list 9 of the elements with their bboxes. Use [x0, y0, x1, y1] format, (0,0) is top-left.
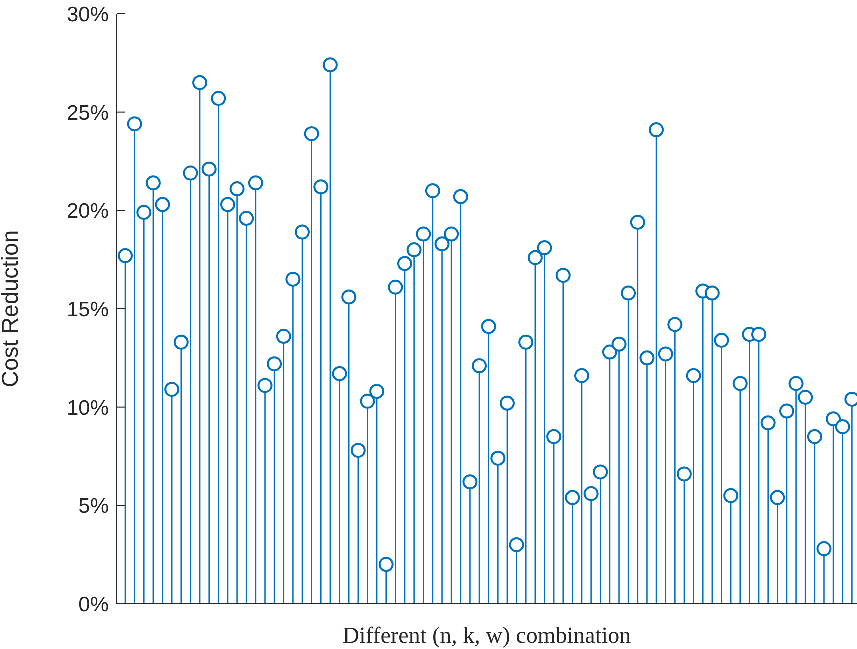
y-tick-label: 0% — [78, 593, 109, 616]
y-axis-title: Cost Reduction — [0, 230, 24, 388]
y-tick-label: 10% — [66, 396, 109, 420]
y-tick-label: 30% — [66, 3, 109, 26]
x-axis-title: Different (n, k, w) combination — [342, 623, 632, 648]
y-tick-label: 15% — [66, 298, 109, 322]
y-tick-label: 20% — [66, 200, 109, 224]
y-tick-label: 5% — [78, 495, 109, 518]
y-tick-label: 25% — [66, 102, 109, 125]
